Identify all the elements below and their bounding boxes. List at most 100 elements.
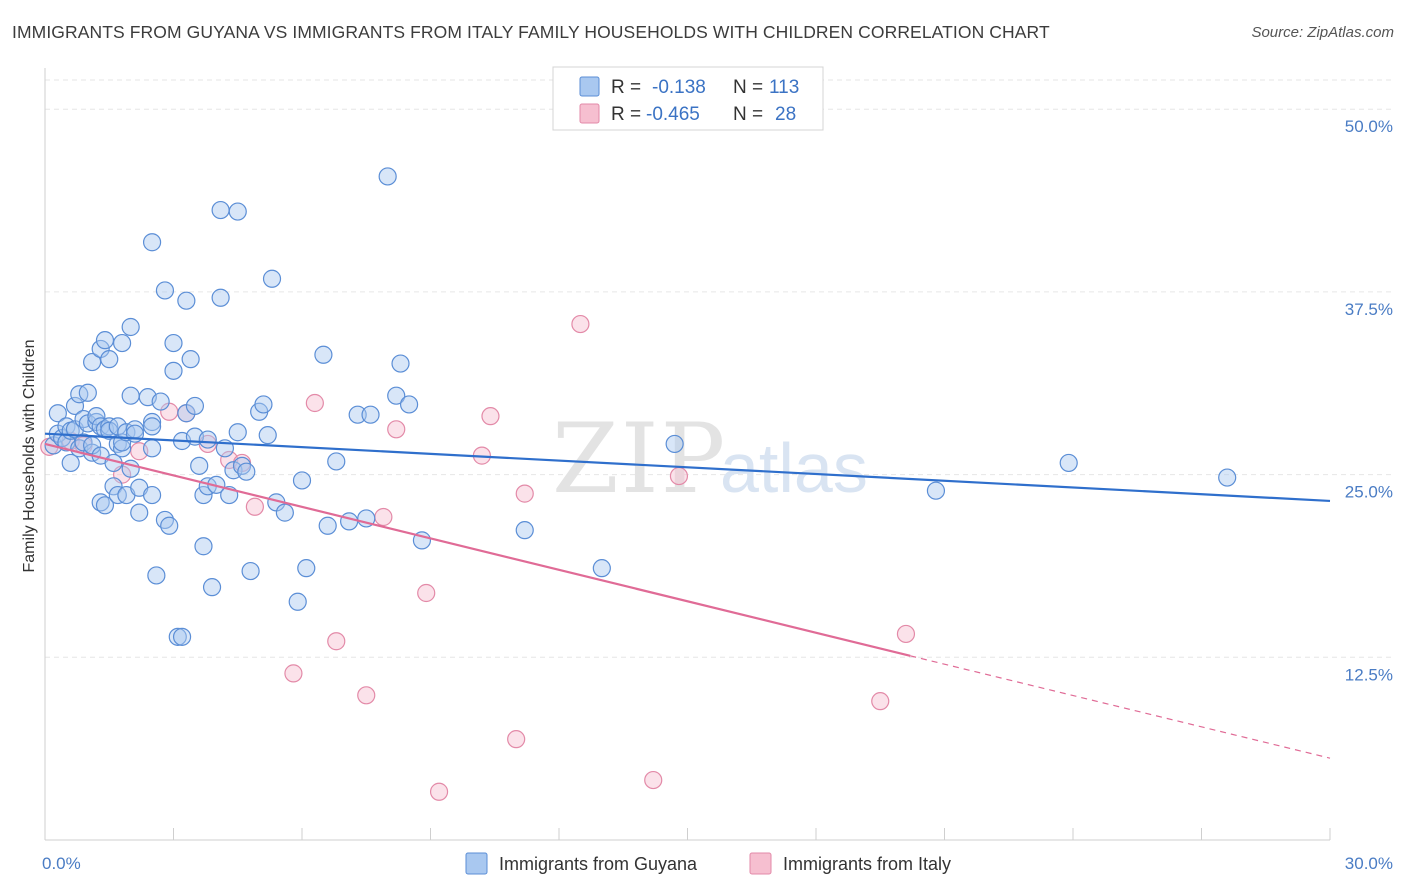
chart-title: IMMIGRANTS FROM GUYANA VS IMMIGRANTS FRO… <box>12 22 1050 42</box>
guyana-point <box>237 462 256 481</box>
guyana-point <box>399 395 419 414</box>
guyana-point <box>254 395 273 414</box>
y-tick-label: 25.0% <box>1345 483 1393 502</box>
guyana-point <box>151 392 170 411</box>
guyana-point <box>211 200 230 220</box>
y-tick-label: 37.5% <box>1345 300 1393 319</box>
guyana-point <box>65 396 85 416</box>
guyana-point <box>665 434 684 454</box>
legend-r-value-guyana: -0.138 <box>652 77 706 98</box>
guyana-point <box>292 471 312 490</box>
italy-trend-extension <box>910 655 1331 759</box>
guyana-point <box>190 456 209 475</box>
guyana-point <box>1059 453 1078 473</box>
guyana-point <box>121 317 140 337</box>
legend-r-value-italy: -0.465 <box>646 104 700 125</box>
italy-point <box>357 686 376 705</box>
bottom-legend-label-italy: Immigrants from Italy <box>783 854 951 874</box>
italy-point <box>507 730 526 749</box>
italy-point <box>896 624 916 644</box>
guyana-point <box>275 503 294 522</box>
x-tick-label-max: 30.0% <box>1345 854 1393 873</box>
guyana-point <box>378 167 397 186</box>
italy-point <box>481 407 500 426</box>
guyana-point <box>348 405 367 424</box>
guyana-point <box>198 430 217 449</box>
italy-point <box>305 393 324 413</box>
guyana-point <box>361 405 380 424</box>
watermark: ZIP atlas <box>552 403 868 515</box>
y-axis-label: Family Households with Children <box>21 340 38 573</box>
guyana-point <box>142 233 162 252</box>
watermark-zip: ZIP <box>552 403 727 515</box>
guyana-point <box>172 627 192 646</box>
guyana-point <box>168 627 187 646</box>
guyana-point <box>142 417 162 436</box>
guyana-point <box>61 453 80 473</box>
x-tick-label-min: 0.0% <box>42 854 81 873</box>
x-tick-labels: 0.0% 30.0% <box>42 854 1393 873</box>
guyana-point <box>160 516 179 535</box>
guyana-point <box>104 477 123 496</box>
guyana-point <box>327 452 346 471</box>
bottom-legend: Immigrants from Guyana Immigrants from I… <box>465 852 951 875</box>
italy-point <box>327 632 346 651</box>
watermark-atlas: atlas <box>720 429 868 507</box>
guyana-point <box>100 350 119 369</box>
guyana-point <box>515 521 534 540</box>
italy-point <box>284 664 303 683</box>
y-tick-label: 50.0% <box>1345 117 1393 136</box>
legend-n-value-guyana: 113 <box>769 77 799 98</box>
guyana-point <box>142 485 162 505</box>
legend-swatch-guyana <box>579 76 600 97</box>
guyana-point <box>48 404 67 423</box>
italy-point <box>571 314 590 334</box>
guyana-point <box>314 345 333 364</box>
guyana-trend-line <box>44 432 1331 503</box>
guyana-point <box>340 512 359 531</box>
italy-point <box>644 770 663 790</box>
guyana-point <box>228 423 247 442</box>
y-tick-labels: 12.5% 25.0% 37.5% 50.0% <box>1345 117 1393 684</box>
legend-n-label-guyana: N = <box>733 77 763 98</box>
guyana-point <box>155 281 175 300</box>
italy-point <box>871 692 890 711</box>
guyana-point <box>147 566 166 585</box>
italy-trend-line <box>44 442 911 657</box>
italy-point <box>515 484 534 503</box>
italy-series-points <box>40 314 916 801</box>
guyana-point <box>78 383 97 402</box>
guyana-point <box>164 333 183 353</box>
guyana-point <box>194 537 213 556</box>
italy-point <box>245 497 264 516</box>
guyana-series-points <box>44 167 1237 646</box>
guyana-point <box>241 561 260 581</box>
guyana-point <box>592 559 611 578</box>
guyana-point <box>297 559 316 578</box>
trend-lines <box>44 432 1331 759</box>
guyana-point <box>181 350 200 369</box>
guyana-point <box>1218 468 1237 487</box>
guyana-point <box>87 407 106 426</box>
guyana-point <box>288 592 307 611</box>
italy-point <box>387 420 406 439</box>
bottom-legend-swatch-guyana <box>465 852 488 875</box>
guyana-point <box>177 291 196 310</box>
guyana-point <box>258 426 277 445</box>
italy-point <box>669 466 689 486</box>
bottom-legend-label-guyana: Immigrants from Guyana <box>499 854 698 874</box>
guyana-point <box>194 485 213 505</box>
guyana-point <box>83 352 102 372</box>
y-tick-label: 12.5% <box>1345 665 1393 684</box>
guyana-point <box>121 386 140 405</box>
guyana-point <box>391 354 410 373</box>
guyana-point <box>262 269 282 288</box>
guyana-point <box>185 396 205 416</box>
italy-point <box>417 583 436 603</box>
guyana-point <box>318 516 337 535</box>
guyana-point <box>142 412 162 432</box>
italy-point <box>374 507 393 527</box>
guyana-point <box>95 331 115 350</box>
italy-point <box>429 782 449 801</box>
